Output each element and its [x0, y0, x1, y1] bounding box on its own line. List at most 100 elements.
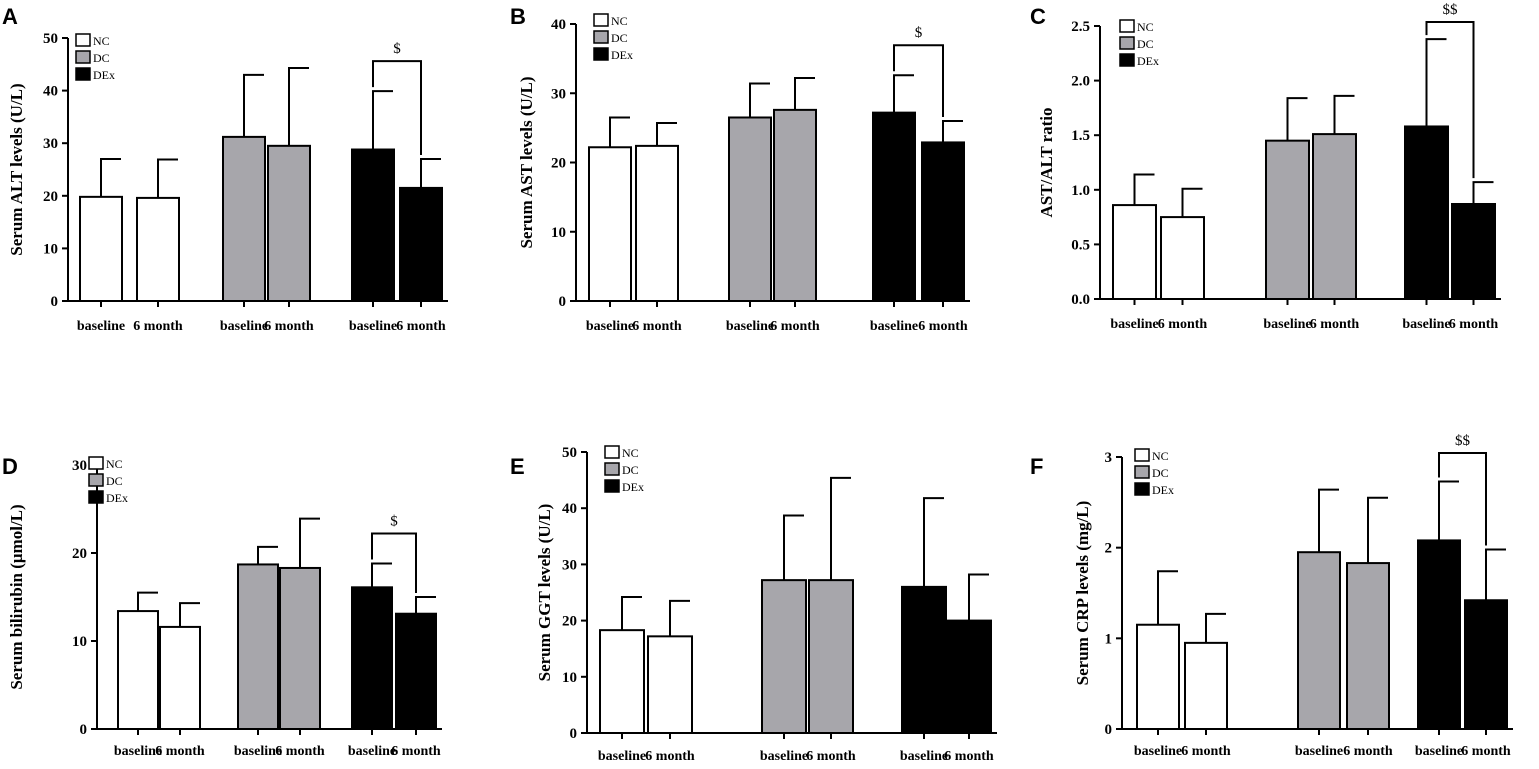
- legend-swatch-dc: [1134, 465, 1150, 479]
- y-tick-label: 30: [562, 557, 577, 573]
- y-tick-label: 40: [562, 501, 577, 517]
- legend-swatch-nc: [1119, 19, 1135, 33]
- y-tick-label: 10: [551, 225, 566, 241]
- bar-nc-baseline: [1136, 623, 1180, 731]
- y-tick-label: 0: [51, 294, 59, 310]
- bar-dex-baseline: [1417, 539, 1461, 730]
- x-category-label: baseline: [598, 749, 646, 764]
- y-tick-label: 20: [551, 156, 566, 172]
- x-category-label: baseline: [726, 319, 774, 334]
- bar-dex-6-month: [1451, 202, 1496, 300]
- legend-swatch-dex: [604, 479, 620, 493]
- bar-dex-baseline: [901, 585, 947, 734]
- y-tick-label: 1: [1105, 631, 1113, 647]
- bar-dex-6-month: [1464, 599, 1508, 731]
- y-axis-label: AST/ALT ratio: [1037, 107, 1056, 217]
- x-category-label: baseline: [900, 749, 948, 764]
- x-category-label: baseline: [870, 319, 918, 334]
- bar-nc-6-month: [1184, 641, 1228, 730]
- bar-nc-baseline: [1112, 204, 1157, 300]
- bar-nc-6-month: [1160, 216, 1205, 301]
- y-axis-label: Serum bilirubin (μmol/L): [7, 504, 26, 689]
- x-category-label: 6 month: [391, 744, 441, 759]
- legend-swatch-nc: [604, 445, 620, 459]
- bar-nc-baseline: [117, 610, 159, 731]
- x-category-label: baseline: [348, 744, 396, 759]
- panel-a: A Serum ALT levels (U/L) 0 10 20 30 40 50 baseli…: [2, 4, 448, 334]
- y-tick-label: 50: [43, 31, 58, 47]
- y-tick-label: 20: [43, 189, 58, 205]
- panel-letter: D: [2, 454, 18, 479]
- bar-nc-6-month: [647, 635, 693, 734]
- legend-label-nc: NC: [611, 14, 628, 28]
- panel-letter: B: [510, 4, 526, 29]
- bar-dc-6-month: [1346, 562, 1390, 731]
- legend-swatch-dc: [75, 50, 91, 64]
- bar-nc-6-month: [635, 144, 679, 302]
- x-category-label: baseline: [77, 319, 125, 334]
- bar-nc-6-month: [136, 196, 180, 303]
- x-category-label: 6 month: [1461, 744, 1511, 759]
- y-tick-label: 1.0: [1071, 183, 1090, 199]
- legend-label-dc: DC: [1137, 37, 1154, 51]
- bar-dc-6-month: [1312, 133, 1357, 300]
- panel-c: C AST/ALT ratio 0.0 0.5 1.0 1.5 2.0 2.5 baseline…: [1030, 2, 1501, 332]
- x-category-label: 6 month: [918, 319, 968, 334]
- bar-dex-6-month: [946, 619, 992, 734]
- y-tick-label: 10: [72, 634, 87, 650]
- legend-label-dex: DEx: [611, 48, 633, 62]
- significance-bracket: [1425, 21, 1475, 179]
- y-tick-label: 40: [551, 17, 566, 33]
- bar-nc-baseline: [599, 629, 645, 734]
- y-tick-label: 40: [43, 84, 58, 100]
- legend-swatch-dex: [88, 490, 104, 504]
- x-category-label: 6 month: [133, 319, 183, 334]
- x-category-label: 6 month: [155, 744, 205, 759]
- y-tick-label: 0: [559, 294, 567, 310]
- significance-label: $: [393, 41, 401, 57]
- y-tick-label: 2.0: [1071, 74, 1090, 90]
- y-axis-label: Serum CRP levels (mg/L): [1073, 501, 1092, 686]
- panel-b: B Serum AST levels (U/L) 0 10 20 30 40 baseline…: [510, 4, 970, 334]
- x-category-label: 6 month: [1449, 317, 1499, 332]
- x-category-label: 6 month: [1158, 317, 1208, 332]
- y-tick-label: 0: [570, 726, 578, 742]
- y-axis-label: Serum GGT levels (U/L): [535, 504, 554, 682]
- legend-label-dex: DEx: [106, 491, 128, 505]
- legend-label-dex: DEx: [622, 480, 644, 494]
- legend-label-nc: NC: [106, 457, 123, 471]
- legend-label-dc: DC: [611, 31, 628, 45]
- significance-bracket: [372, 60, 422, 155]
- bar-dc-baseline: [1297, 551, 1341, 731]
- bar-dex-baseline: [872, 111, 916, 302]
- bar-dc-baseline: [761, 579, 807, 734]
- x-category-label: 6 month: [396, 319, 446, 334]
- significance-label: $$: [1443, 2, 1459, 18]
- y-tick-label: 0.0: [1071, 292, 1090, 308]
- x-category-label: baseline: [1134, 744, 1182, 759]
- legend-label-nc: NC: [622, 446, 639, 460]
- bar-dex-6-month: [399, 186, 443, 302]
- y-tick-label: 30: [72, 458, 87, 474]
- bar-dc-baseline: [1265, 139, 1310, 300]
- panel-letter: E: [510, 454, 525, 479]
- y-tick-label: 0: [80, 722, 88, 738]
- legend-label-dex: DEx: [1137, 54, 1159, 68]
- legend-swatch-dex: [75, 67, 91, 81]
- panel-letter: A: [2, 4, 18, 29]
- legend-swatch-nc: [593, 13, 609, 27]
- bar-nc-baseline: [79, 195, 123, 303]
- x-category-label: baseline: [220, 319, 268, 334]
- x-category-label: 6 month: [770, 319, 820, 334]
- bar-dex-6-month: [395, 612, 437, 730]
- x-category-label: baseline: [1110, 317, 1158, 332]
- y-tick-label: 20: [562, 614, 577, 630]
- legend-swatch-dex: [1119, 53, 1135, 67]
- legend-label-nc: NC: [1152, 449, 1169, 463]
- x-category-label: 6 month: [1343, 744, 1393, 759]
- x-category-label: 6 month: [645, 749, 695, 764]
- bar-dc-baseline: [237, 563, 279, 730]
- bar-dc-6-month: [267, 144, 311, 302]
- panel-e: E Serum GGT levels (U/L) 0 10 20 30 40 50 baseli…: [510, 445, 997, 764]
